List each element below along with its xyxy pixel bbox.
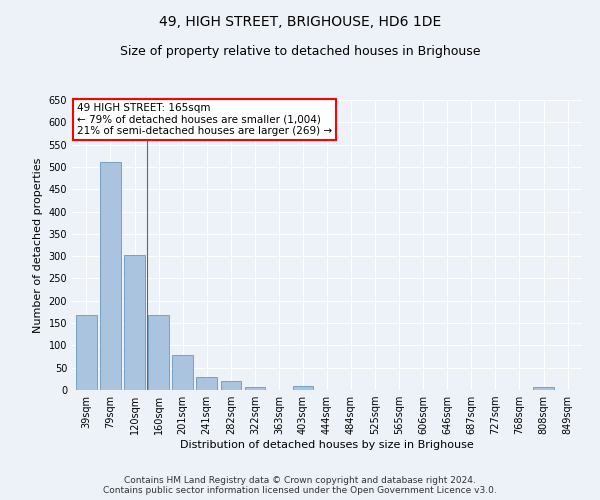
Bar bbox=[76, 315, 97, 390]
Text: 49, HIGH STREET, BRIGHOUSE, HD6 1DE: 49, HIGH STREET, BRIGHOUSE, HD6 1DE bbox=[159, 15, 441, 29]
Text: Size of property relative to detached houses in Brighouse: Size of property relative to detached ho… bbox=[120, 45, 480, 58]
Bar bbox=[124, 256, 145, 390]
Bar bbox=[293, 386, 313, 390]
Bar bbox=[533, 387, 554, 390]
Y-axis label: Number of detached properties: Number of detached properties bbox=[33, 158, 43, 332]
Bar bbox=[221, 381, 241, 390]
Text: Contains HM Land Registry data © Crown copyright and database right 2024.
Contai: Contains HM Land Registry data © Crown c… bbox=[103, 476, 497, 495]
Bar bbox=[245, 387, 265, 390]
Bar bbox=[148, 315, 169, 390]
X-axis label: Distribution of detached houses by size in Brighouse: Distribution of detached houses by size … bbox=[180, 440, 474, 450]
Bar bbox=[100, 162, 121, 390]
Bar bbox=[196, 376, 217, 390]
Text: 49 HIGH STREET: 165sqm
← 79% of detached houses are smaller (1,004)
21% of semi-: 49 HIGH STREET: 165sqm ← 79% of detached… bbox=[77, 103, 332, 136]
Bar bbox=[172, 355, 193, 390]
